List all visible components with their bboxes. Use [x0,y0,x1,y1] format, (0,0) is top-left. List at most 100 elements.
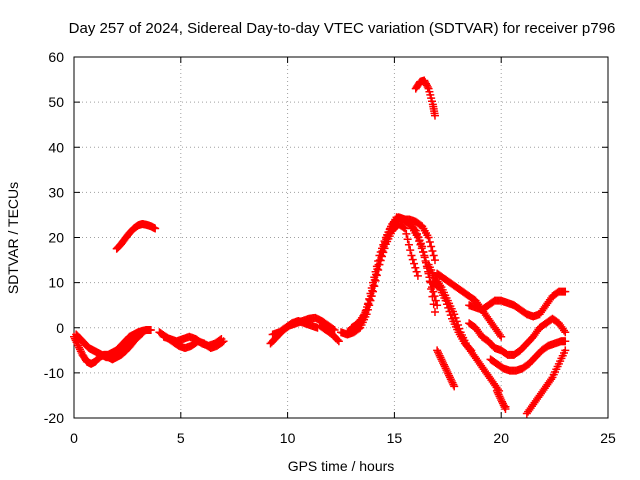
data-point [411,263,420,272]
data-point [404,240,413,249]
x-tick-label: 5 [177,430,185,446]
data-point [383,231,392,240]
data-point [441,296,450,305]
data-point [561,328,570,337]
data-point [450,382,459,391]
data-point [369,281,378,290]
data-point [381,238,390,247]
data-point [497,332,506,341]
data-point [449,380,458,389]
data-point [359,312,368,321]
y-tick-label: -20 [44,410,64,426]
series-seg-mid-3 [315,321,343,346]
data-point [466,344,475,353]
data-point [330,326,339,335]
series-seg-late-7 [486,337,570,375]
data-point [559,326,568,335]
data-point [547,375,556,384]
data-point [439,358,448,367]
data-point [430,307,439,316]
y-tick-label: 40 [48,139,64,155]
data-point [496,394,505,403]
series-seg-early-5 [159,332,226,350]
series-seg-late-2 [433,346,459,391]
data-point [75,345,84,354]
data-point [441,364,450,373]
data-point [492,386,501,395]
y-axis-label: SDTVAR / TECUs [5,182,21,294]
data-point [561,337,570,346]
data-point [561,346,570,355]
x-tick-label: 20 [493,430,509,446]
data-point [401,224,410,233]
data-point [423,82,432,91]
series-seg-late-8 [522,346,570,418]
data-point [407,251,416,260]
data-point [377,251,386,260]
data-point [384,228,393,237]
data-point [361,306,370,315]
data-point [329,325,338,334]
data-point [438,357,447,366]
data-point [436,353,445,362]
data-point [75,343,84,352]
data-point [445,307,454,316]
data-point [427,242,436,251]
data-point [433,346,442,355]
data-point [368,286,377,295]
data-point [429,251,438,260]
y-tick-label: 20 [48,230,64,246]
data-point [427,284,436,293]
data-point [467,346,476,355]
data-point [443,367,452,376]
data-point [374,260,383,269]
data-point [450,310,459,319]
data-point [428,247,437,256]
data-point [373,265,382,274]
data-point [151,224,160,233]
series-seg-arc-20 [112,219,160,253]
data-point [424,233,433,242]
data-point [433,301,442,310]
data-point [372,270,381,279]
data-point [561,287,570,296]
series-seg-mid-2 [268,316,322,339]
x-axis-label: GPS time / hours [288,458,395,474]
data-point [410,259,419,268]
data-point [435,351,444,360]
data-point [433,348,442,357]
data-point [499,401,508,410]
data-point [445,373,454,382]
x-tick-label: 15 [387,430,403,446]
data-point [366,292,375,301]
series-seg-late-5 [465,287,570,321]
y-tick-label: 0 [56,320,64,336]
data-point [382,235,391,244]
y-tick-label: 60 [48,49,64,65]
data-point [403,235,412,244]
data-point [406,246,415,255]
y-tick-label: -10 [44,365,64,381]
chart-title: Day 257 of 2024, Sidereal Day-to-day VTE… [69,20,616,37]
data-point [378,247,387,256]
data-point [429,300,438,309]
series-seg-late-6 [465,314,570,359]
data-point [494,390,503,399]
data-point [360,310,369,319]
data-point [370,275,379,284]
data-point [434,349,443,358]
data-point [498,399,507,408]
data-point [216,335,225,344]
data-point [418,242,427,251]
data-point [430,111,439,120]
series-seg-late-3 [428,278,476,355]
data-point [444,303,453,312]
data-point [410,225,419,234]
data-point [439,360,448,369]
series-seg-late-10 [492,386,510,413]
data-point [430,256,439,265]
data-point [76,347,85,356]
y-tick-label: 10 [48,275,64,291]
data-point [495,330,504,339]
data-point [425,238,434,247]
